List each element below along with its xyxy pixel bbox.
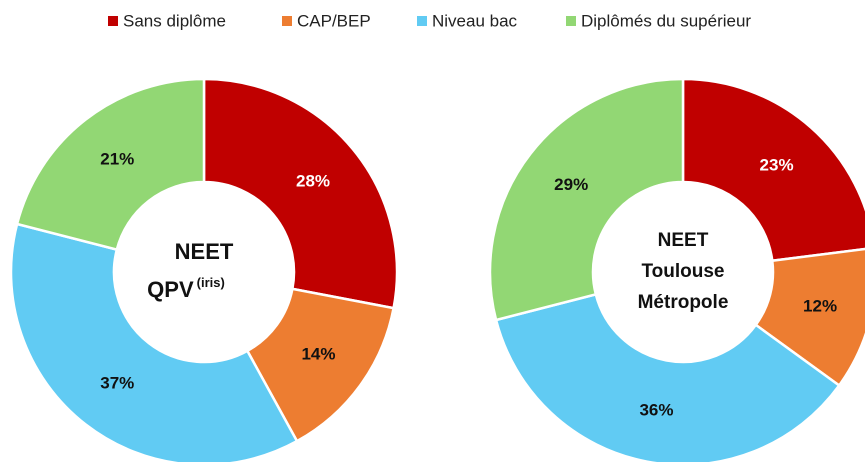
legend-label: Diplômés du supérieur xyxy=(581,11,751,30)
slice-label: 37% xyxy=(100,373,134,392)
center-label: NEET xyxy=(175,239,234,264)
slice xyxy=(681,77,865,263)
legend-swatch xyxy=(282,16,292,26)
center-line: QPV xyxy=(147,277,194,302)
slice-label: 21% xyxy=(100,150,134,169)
center-line: Métropole xyxy=(638,292,729,313)
legend-label: CAP/BEP xyxy=(297,11,371,30)
legend-label: Sans diplôme xyxy=(123,11,226,30)
slice xyxy=(15,77,206,252)
center-line: NEET xyxy=(658,230,709,251)
slice-label: 28% xyxy=(296,171,330,190)
slice-label: 23% xyxy=(760,155,794,174)
center-line: NEET xyxy=(175,239,234,264)
center-label: Toulouse xyxy=(641,261,724,282)
slice-label: 14% xyxy=(301,345,335,364)
slice xyxy=(202,77,399,310)
center-label: NEET xyxy=(658,230,709,251)
center-superscript: (iris) xyxy=(197,275,225,290)
center-label: Métropole xyxy=(638,292,729,313)
legend-swatch xyxy=(566,16,576,26)
slice xyxy=(494,292,841,462)
slice xyxy=(488,77,685,322)
legend-swatch xyxy=(108,16,118,26)
legend-swatch xyxy=(417,16,427,26)
center-line: Toulouse xyxy=(641,261,724,282)
legend-label: Niveau bac xyxy=(432,11,518,30)
slice-label: 29% xyxy=(554,175,588,194)
center-label: QPV (iris) xyxy=(147,275,225,301)
slice-label: 36% xyxy=(639,400,673,419)
slice xyxy=(9,222,299,462)
slice-label: 12% xyxy=(803,297,837,316)
